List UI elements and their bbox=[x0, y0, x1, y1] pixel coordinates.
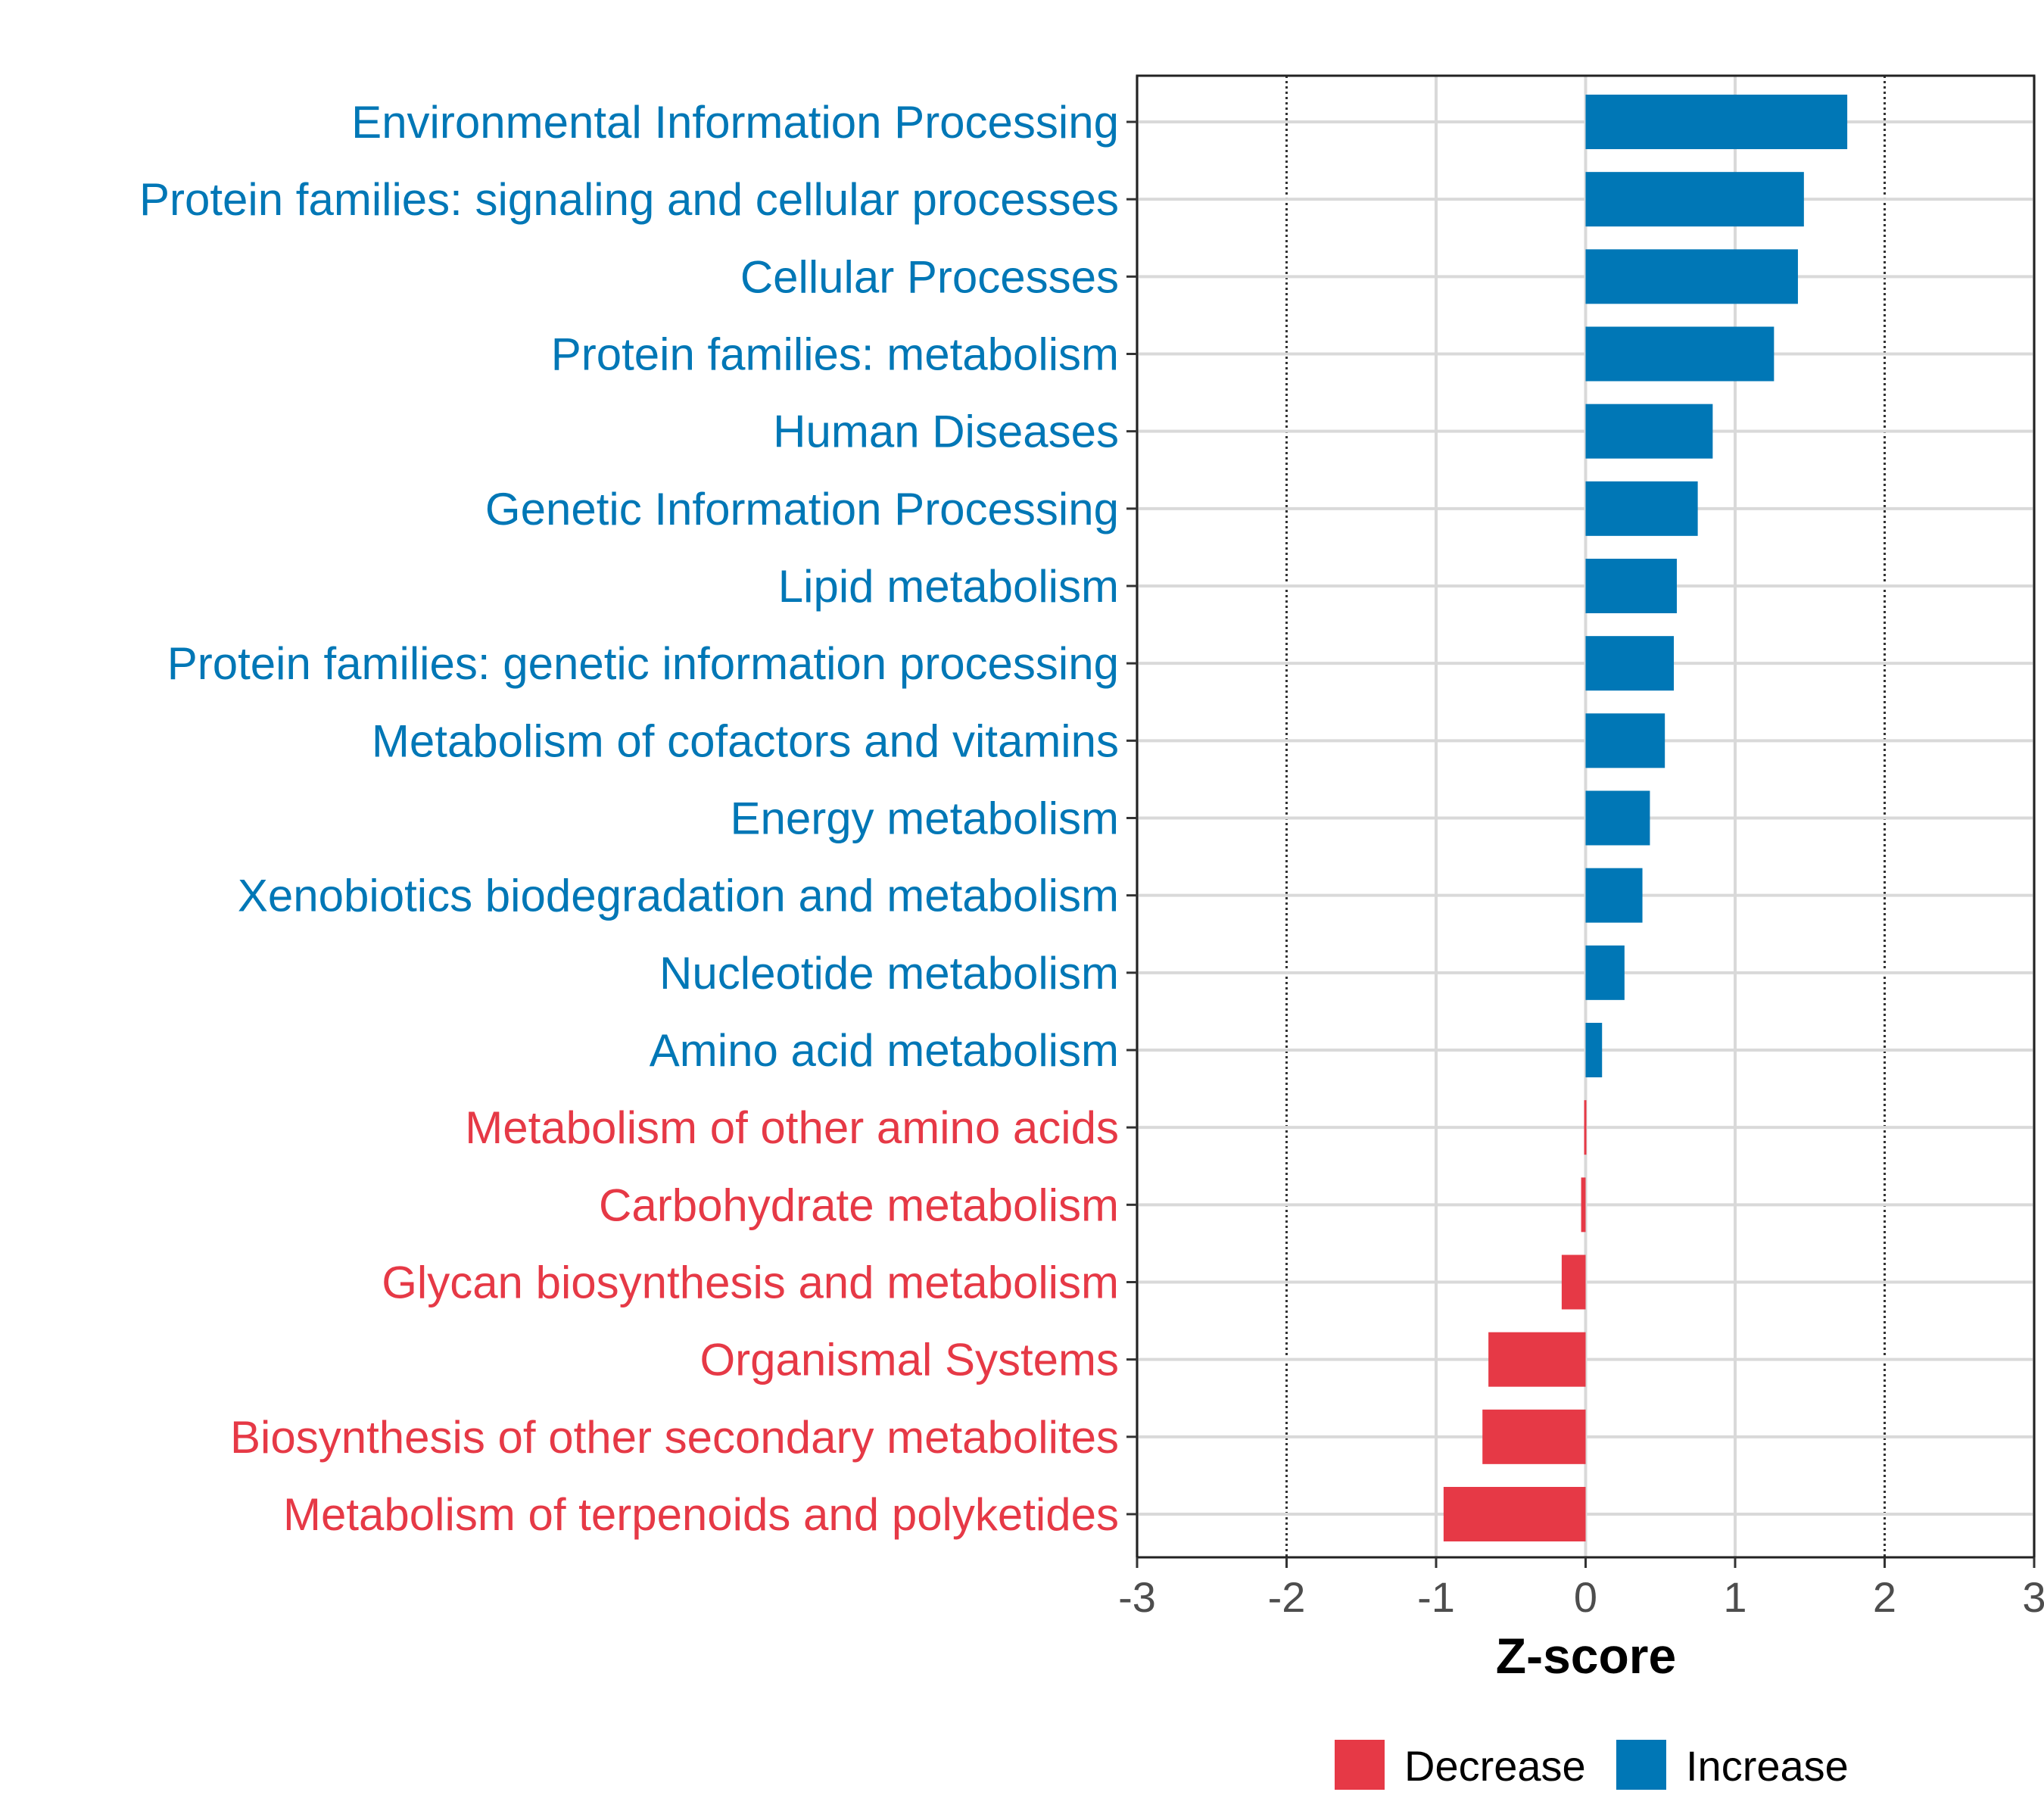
category-label: Lipid metabolism bbox=[778, 561, 1119, 612]
category-label: Human Diseases bbox=[773, 407, 1119, 457]
legend-label-increase: Increase bbox=[1686, 1742, 1849, 1790]
bar bbox=[1585, 945, 1625, 1000]
x-tick-label: 0 bbox=[1574, 1573, 1597, 1621]
bar bbox=[1585, 559, 1677, 613]
category-label: Metabolism of other amino acids bbox=[465, 1102, 1119, 1153]
bar bbox=[1585, 636, 1675, 691]
bars bbox=[1443, 95, 1848, 1541]
x-tick-label: -1 bbox=[1417, 1573, 1455, 1621]
x-axis-title: Z-score bbox=[1496, 1628, 1676, 1684]
x-tick-label: 3 bbox=[2022, 1573, 2044, 1621]
x-axis-ticks: -3 -2 -1 0 1 2 3 bbox=[1118, 1557, 2044, 1621]
category-label: Energy metabolism bbox=[730, 793, 1119, 844]
category-label: Glycan biosynthesis and metabolism bbox=[382, 1258, 1119, 1308]
category-label: Biosynthesis of other secondary metaboli… bbox=[230, 1412, 1119, 1463]
bar bbox=[1443, 1487, 1586, 1541]
bar bbox=[1585, 404, 1713, 459]
x-tick-label: -2 bbox=[1268, 1573, 1306, 1621]
bar bbox=[1585, 326, 1774, 382]
bar bbox=[1488, 1332, 1586, 1387]
category-label: Organismal Systems bbox=[700, 1335, 1119, 1385]
legend-swatch-decrease bbox=[1335, 1740, 1385, 1790]
bar bbox=[1561, 1254, 1586, 1310]
category-label: Cellular Processes bbox=[740, 251, 1119, 302]
category-label: Environmental Information Processing bbox=[351, 97, 1119, 148]
bar bbox=[1482, 1409, 1586, 1464]
x-tick-label: -3 bbox=[1118, 1573, 1156, 1621]
category-labels: Environmental Information Processing Prot… bbox=[139, 97, 1137, 1540]
category-label: Genetic Information Processing bbox=[485, 484, 1119, 535]
category-label: Metabolism of cofactors and vitamins bbox=[372, 715, 1119, 766]
bar bbox=[1585, 172, 1804, 227]
category-label: Xenobiotics biodegradation and metabolis… bbox=[238, 871, 1119, 921]
category-label: Metabolism of terpenoids and polyketides bbox=[283, 1489, 1119, 1540]
bar bbox=[1585, 790, 1650, 846]
bar bbox=[1585, 1023, 1603, 1077]
bar bbox=[1585, 249, 1798, 304]
legend-swatch-increase bbox=[1616, 1740, 1666, 1790]
legend: Decrease Increase bbox=[1335, 1740, 1849, 1790]
category-label: Protein families: genetic information pr… bbox=[167, 638, 1119, 689]
bar bbox=[1585, 481, 1698, 536]
category-label: Amino acid metabolism bbox=[650, 1025, 1119, 1076]
category-label: Nucleotide metabolism bbox=[659, 948, 1119, 999]
category-label: Protein families: signaling and cellular… bbox=[139, 174, 1119, 225]
legend-label-decrease: Decrease bbox=[1404, 1742, 1586, 1790]
category-label: Carbohydrate metabolism bbox=[599, 1180, 1119, 1230]
x-tick-label: 2 bbox=[1873, 1573, 1896, 1621]
bar bbox=[1585, 713, 1665, 768]
category-label: Protein families: metabolism bbox=[551, 329, 1119, 380]
bar bbox=[1581, 1177, 1586, 1233]
bar bbox=[1584, 1100, 1587, 1155]
bar bbox=[1585, 95, 1848, 149]
x-tick-label: 1 bbox=[1723, 1573, 1746, 1621]
bar bbox=[1585, 868, 1643, 923]
